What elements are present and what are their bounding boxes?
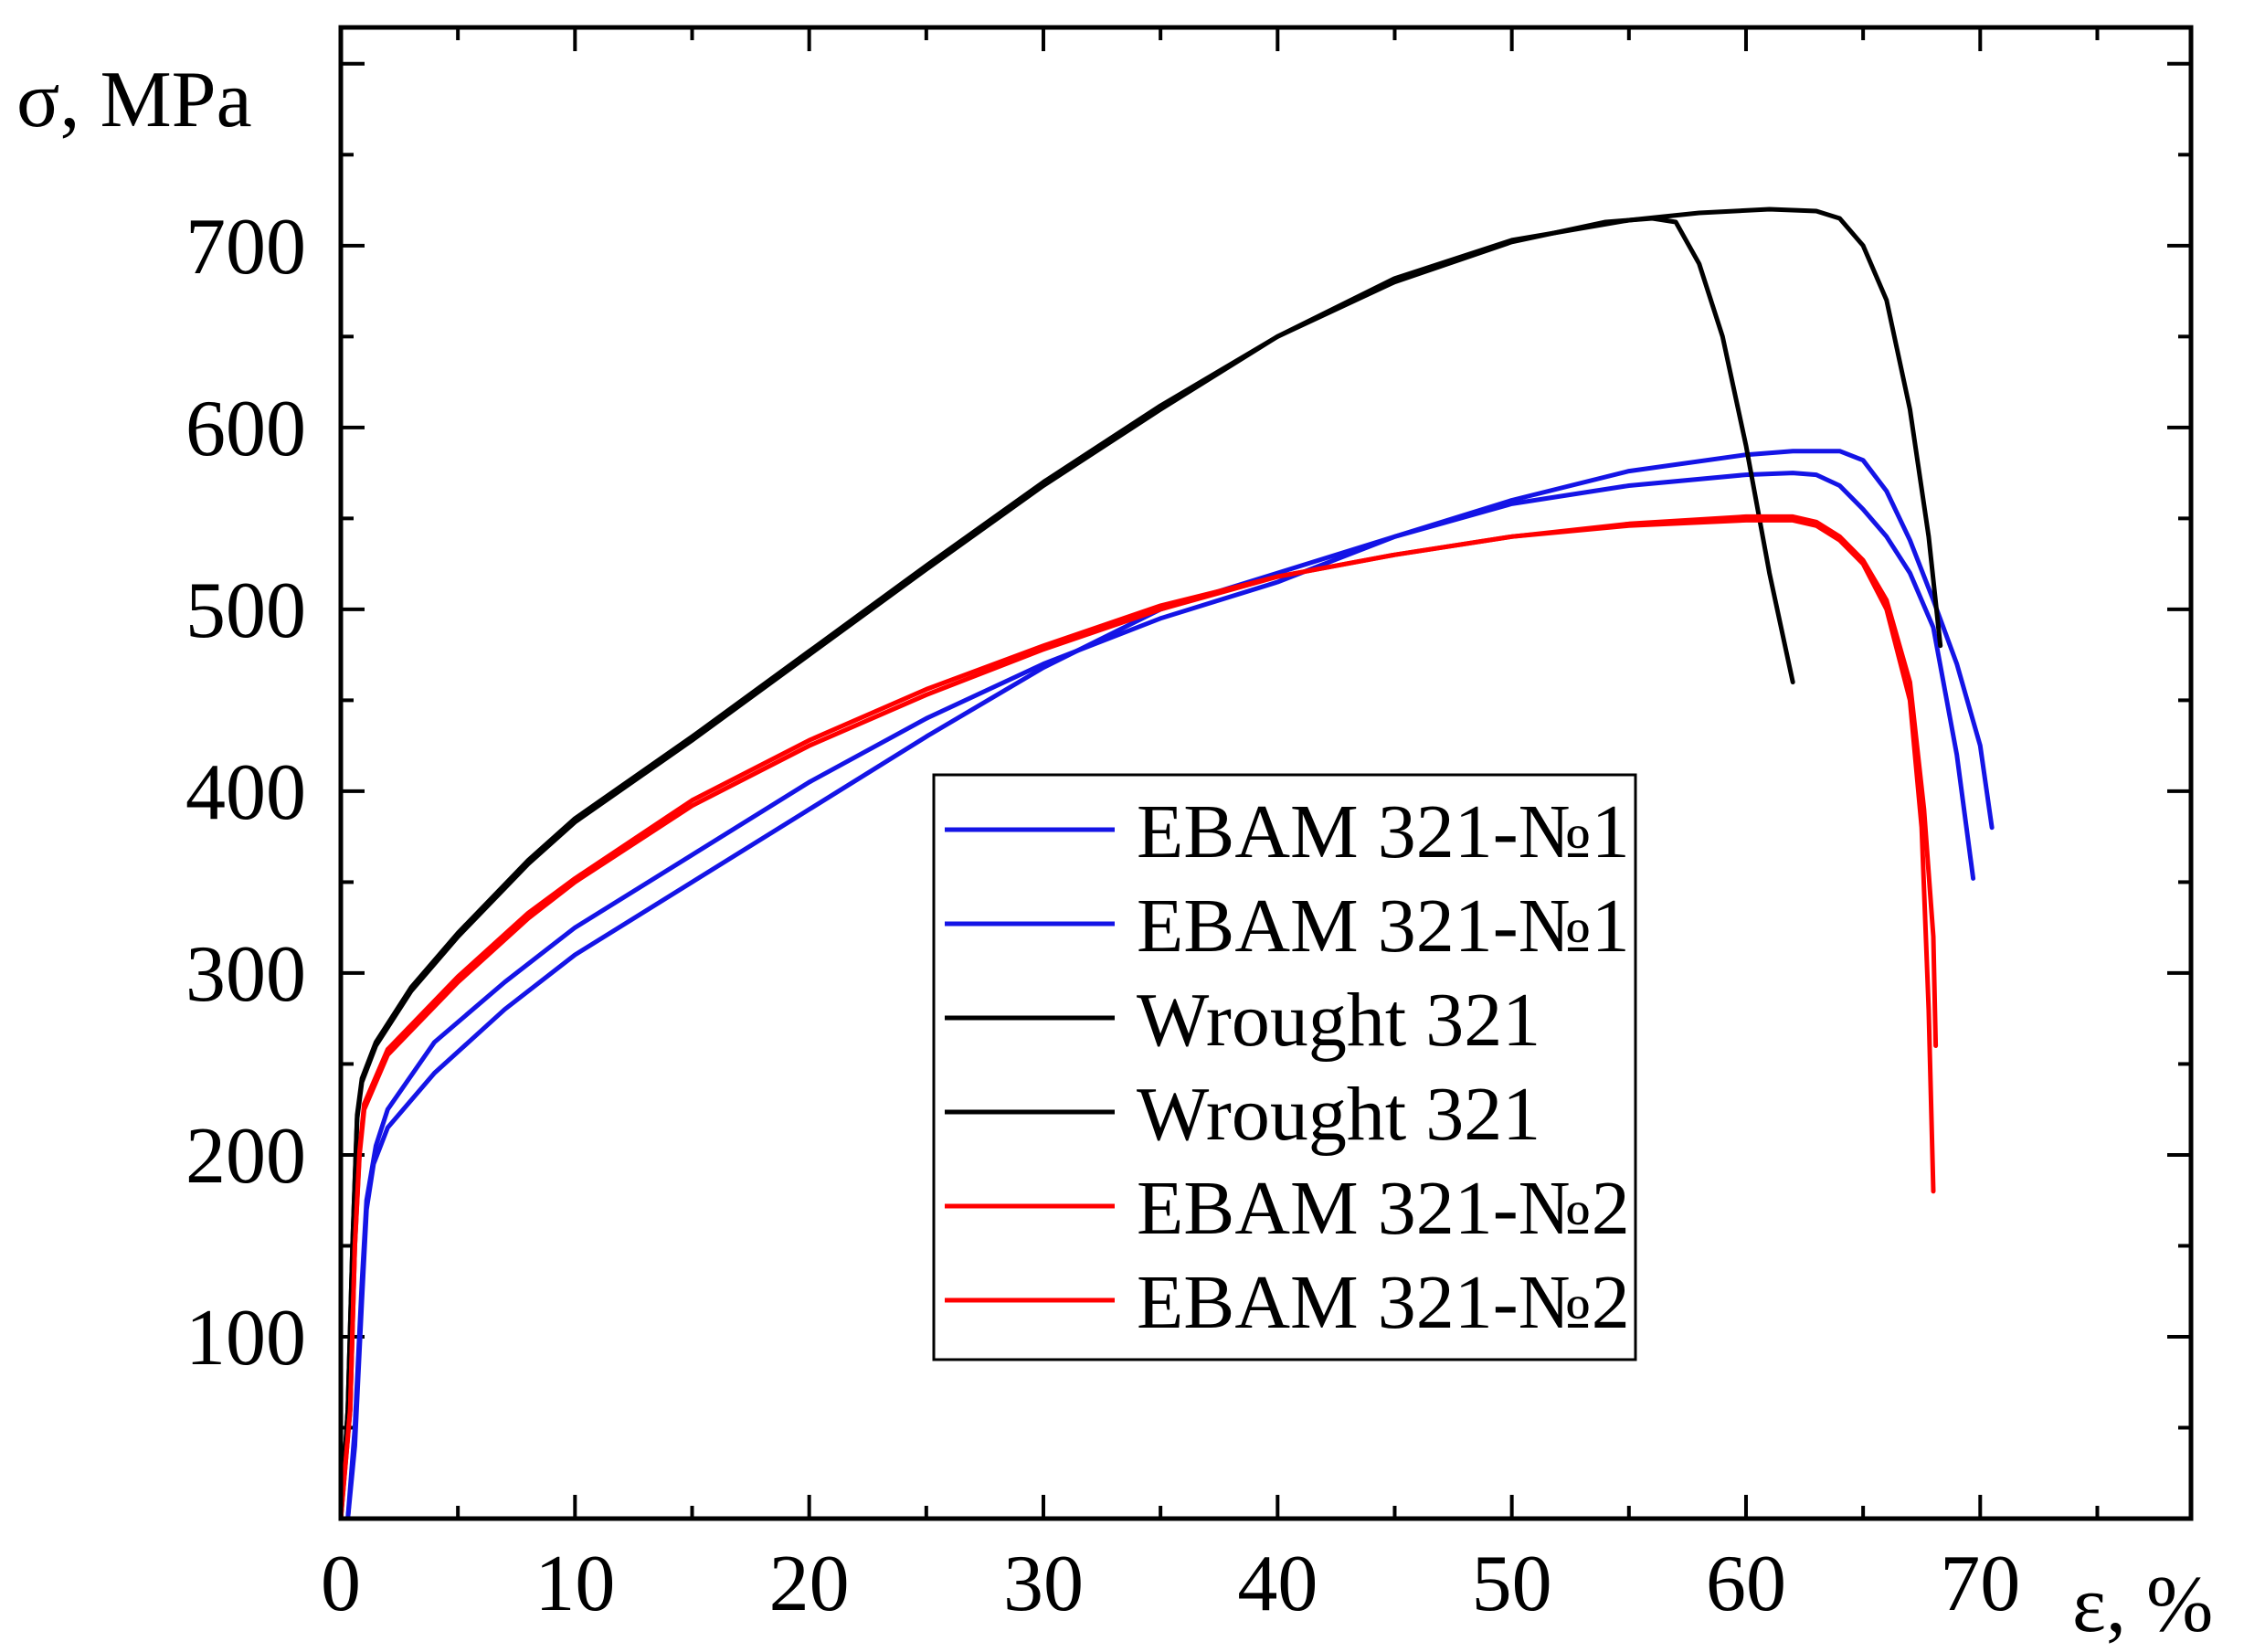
- y-tick-label: 600: [185, 385, 306, 473]
- y-tick-label: 400: [185, 748, 306, 837]
- series-line-6: [338, 514, 1939, 1521]
- y-tick-label: 500: [185, 567, 306, 655]
- y-tick-label: 700: [185, 203, 306, 291]
- series-line-4: [338, 206, 1943, 1521]
- y-tick-label: 300: [185, 930, 306, 1019]
- legend-box: [932, 773, 1637, 1361]
- legend-entry-label: EBAM 321-№2: [1137, 1166, 1630, 1251]
- legend-entry-label: Wrought 321: [1137, 978, 1540, 1063]
- legend: EBAM 321-№1 EBAM 321-№1 Wrought 321 Wrought…: [932, 773, 1637, 1361]
- x-axis-label: ε, %: [2072, 1561, 2213, 1649]
- x-tick-label: 40: [1237, 1540, 1318, 1628]
- plot-frame: [338, 25, 2194, 1521]
- x-tick-label: 60: [1706, 1540, 1786, 1628]
- legend-entry-label: EBAM 321-№2: [1137, 1260, 1630, 1345]
- x-tick-label: 20: [769, 1540, 850, 1628]
- series-lines: [338, 206, 1995, 1521]
- legend-entry-label: Wrought 321: [1137, 1072, 1540, 1157]
- x-tick-label: 70: [1940, 1540, 2020, 1628]
- x-tick-label: 10: [534, 1540, 615, 1628]
- legend-entry-label: EBAM 321-№1: [1137, 884, 1630, 969]
- y-tick-label: 100: [185, 1294, 306, 1382]
- y-tick-label: 200: [185, 1112, 306, 1201]
- y-axis-label: σ, MPa: [16, 56, 252, 144]
- x-tick-label: 0: [321, 1540, 361, 1628]
- x-tick-label: 50: [1472, 1540, 1552, 1628]
- legend-entry-label: EBAM 321-№1: [1137, 789, 1630, 874]
- x-tick-label: 30: [1003, 1540, 1084, 1628]
- series-line-2: [345, 449, 1995, 1521]
- tick-labels: 0 10 20 30 40 50 60 70 100 200 300 400 500 600 700: [185, 203, 2020, 1628]
